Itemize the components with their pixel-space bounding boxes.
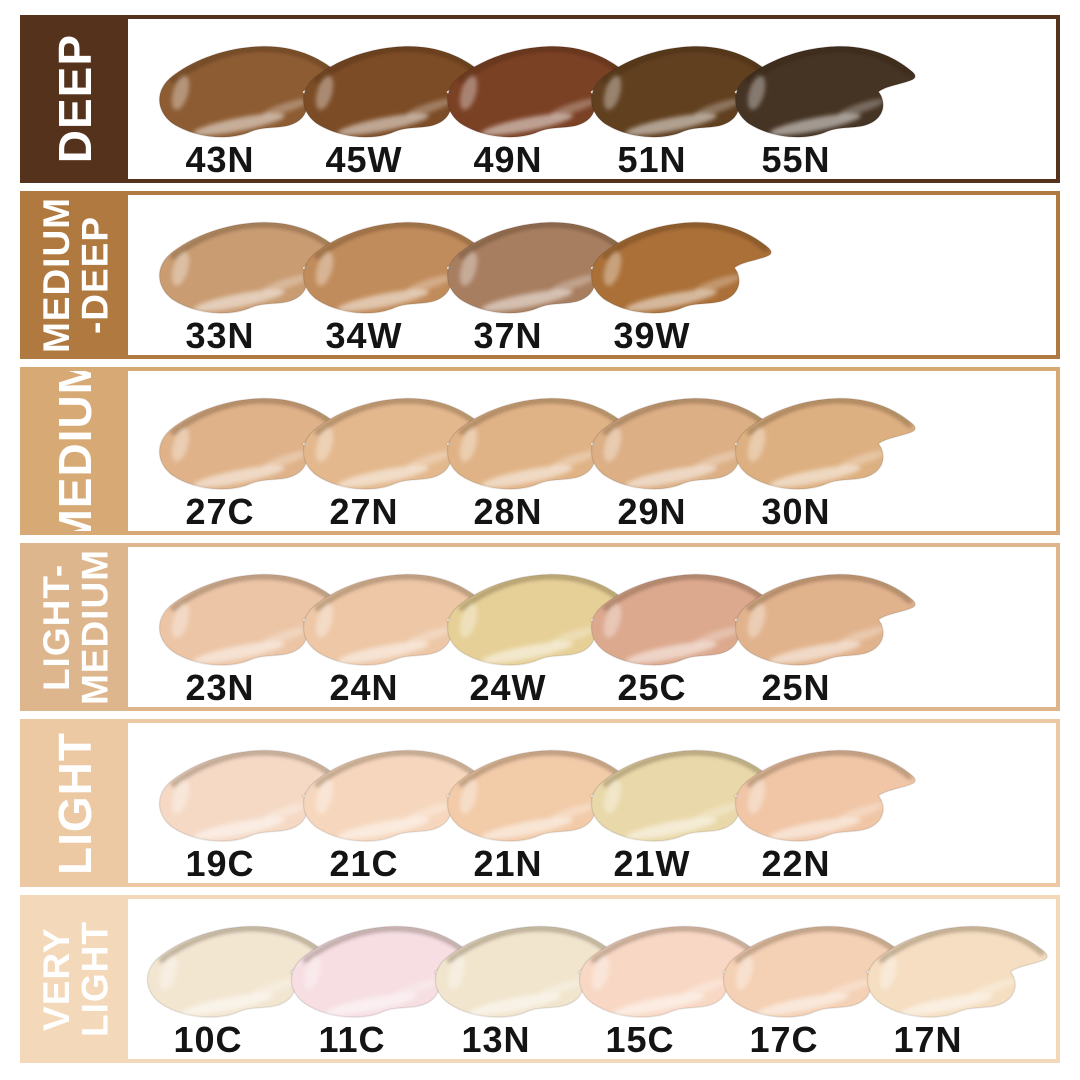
shade-code-label: 55N (761, 139, 831, 180)
shade-swatch-19c: 19C (146, 739, 351, 885)
shade-code-label: 17C (749, 1019, 819, 1060)
shade-code-label: 28N (473, 491, 543, 532)
group-label: MEDIUM -DEEP (35, 196, 115, 354)
group-label: DEEP (49, 34, 102, 164)
shade-code-label: 34W (325, 315, 403, 356)
shade-swatch-21c: 21C (290, 739, 495, 885)
shade-code-label: 37N (473, 315, 543, 356)
group-swatch-area: 10C 11C 13N 15C 17C 17N (128, 899, 1059, 1061)
shade-code-label: 11C (318, 1019, 386, 1060)
group-row-light: LIGHT 19C 21C 21N 21W 22N (20, 719, 1060, 887)
shade-swatch-11c: 11C (278, 915, 483, 1061)
shade-code-label: 24W (469, 667, 547, 708)
shade-code-label: 45W (325, 139, 403, 180)
shade-swatch-13n: 13N (422, 915, 627, 1061)
shade-swatch-17n: 17N (854, 915, 1059, 1061)
foundation-smear-icon (578, 211, 783, 332)
group-row-medium-deep: MEDIUM -DEEP 33N 34W 37N 39W (20, 191, 1060, 359)
group-label: MEDIUM (49, 371, 102, 531)
shade-code-label: 17N (893, 1019, 963, 1060)
foundation-smear-icon (722, 35, 927, 156)
shade-swatch-17c: 17C (710, 915, 915, 1061)
foundation-smear-icon (722, 739, 927, 860)
shade-code-label: 27C (185, 491, 255, 532)
shade-code-label: 49N (473, 139, 543, 180)
shade-code-label: 15C (605, 1019, 675, 1060)
shade-swatch-45w: 45W (290, 35, 495, 181)
shade-code-label: 21N (473, 843, 543, 884)
shade-swatch-23n: 23N (146, 563, 351, 709)
foundation-smear-icon (722, 387, 927, 508)
group-swatch-area: 33N 34W 37N 39W (128, 195, 1056, 357)
shade-swatch-51n: 51N (578, 35, 783, 181)
shade-code-label: 23N (185, 667, 255, 708)
group-swatch-area: 27C 27N 28N 29N 30N (128, 371, 1056, 533)
shade-swatch-55n: 55N (722, 35, 927, 181)
shade-swatch-33n: 33N (146, 211, 351, 357)
shade-swatch-39w: 39W (578, 211, 783, 357)
shade-code-label: 29N (617, 491, 687, 532)
group-swatch-area: 23N 24N 24W 25C 25N (128, 547, 1056, 709)
shade-code-label: 27N (329, 491, 399, 532)
group-sidebar: MEDIUM -DEEP (24, 195, 128, 355)
shade-swatch-28n: 28N (434, 387, 639, 533)
shade-rows-container: DEEP 43N 45W 49N 51N 55N MEDIUM -DEEP (20, 15, 1060, 1063)
shade-code-label: 24N (329, 667, 399, 708)
group-sidebar: VERY LIGHT (24, 899, 128, 1059)
shade-swatch-49n: 49N (434, 35, 639, 181)
shade-code-label: 30N (761, 491, 831, 532)
shade-swatch-10c: 10C (134, 915, 339, 1061)
group-sidebar: MEDIUM (24, 371, 128, 531)
shade-code-label: 51N (617, 139, 687, 180)
shade-code-label: 22N (761, 843, 831, 884)
shade-swatch-24n: 24N (290, 563, 495, 709)
shade-swatch-21n: 21N (434, 739, 639, 885)
group-row-very-light: VERY LIGHT 10C 11C 13N 15C 17C 17N (20, 895, 1060, 1063)
shade-swatch-25c: 25C (578, 563, 783, 709)
shade-swatch-24w: 24W (434, 563, 639, 709)
shade-code-label: 19C (185, 843, 255, 884)
shade-code-label: 25C (617, 667, 687, 708)
shade-swatch-43n: 43N (146, 35, 351, 181)
shade-swatch-27c: 27C (146, 387, 351, 533)
shade-swatch-29n: 29N (578, 387, 783, 533)
foundation-smear-icon (722, 563, 927, 684)
group-row-light-medium: LIGHT- MEDIUM 23N 24N 24W 25C 25N (20, 543, 1060, 711)
group-label: VERY LIGHT (35, 921, 115, 1037)
shade-code-label: 21C (329, 843, 399, 884)
group-label: LIGHT- MEDIUM (35, 548, 115, 706)
shade-code-label: 25N (761, 667, 831, 708)
shade-swatch-30n: 30N (722, 387, 927, 533)
shade-swatch-37n: 37N (434, 211, 639, 357)
group-sidebar: LIGHT- MEDIUM (24, 547, 128, 707)
shade-code-label: 43N (185, 139, 255, 180)
shade-swatch-34w: 34W (290, 211, 495, 357)
shade-swatch-25n: 25N (722, 563, 927, 709)
shade-code-label: 33N (185, 315, 255, 356)
foundation-smear-icon (854, 915, 1059, 1036)
shade-swatch-27n: 27N (290, 387, 495, 533)
shade-swatch-22n: 22N (722, 739, 927, 885)
group-sidebar: DEEP (24, 19, 128, 179)
shade-code-label: 10C (173, 1019, 243, 1060)
group-sidebar: LIGHT (24, 723, 128, 883)
group-row-medium: MEDIUM 27C 27N 28N 29N 30N (20, 367, 1060, 535)
shade-code-label: 39W (613, 315, 691, 356)
group-row-deep: DEEP 43N 45W 49N 51N 55N (20, 15, 1060, 183)
shade-code-label: 21W (613, 843, 691, 884)
shade-swatch-21w: 21W (578, 739, 783, 885)
group-label: LIGHT (49, 731, 102, 875)
shade-swatch-15c: 15C (566, 915, 771, 1061)
group-swatch-area: 43N 45W 49N 51N 55N (128, 19, 1056, 181)
shade-code-label: 13N (461, 1019, 531, 1060)
group-swatch-area: 19C 21C 21N 21W 22N (128, 723, 1056, 885)
